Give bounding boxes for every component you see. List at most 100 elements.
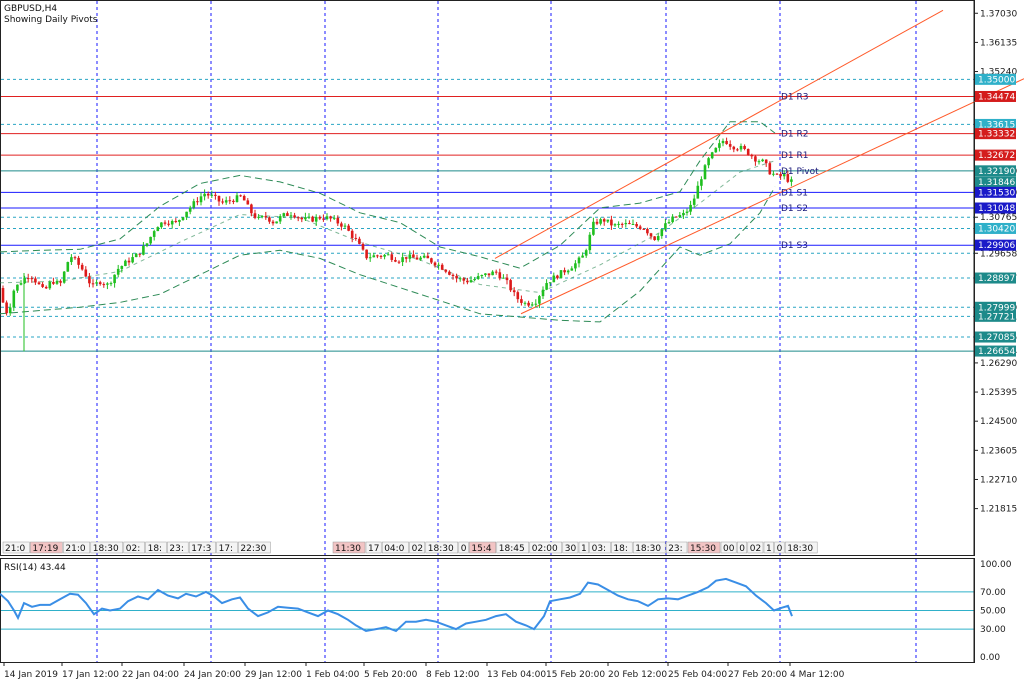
- time-stamp: 18:45: [496, 541, 530, 554]
- candle-body: [350, 230, 354, 238]
- candle-body: [41, 284, 44, 287]
- candle-body: [318, 216, 322, 219]
- time-stamp: 0: [458, 541, 469, 554]
- candle: [426, 252, 430, 259]
- time-stamp: 15:30: [687, 541, 721, 554]
- candle: [656, 233, 660, 242]
- price-tag-label: 1.26654: [978, 347, 1015, 357]
- candle: [743, 144, 746, 151]
- candle-body: [372, 255, 376, 258]
- candle-body: [455, 276, 458, 279]
- candle: [239, 194, 242, 197]
- candle: [692, 194, 696, 209]
- price-tag-label: 1.27085: [978, 333, 1015, 343]
- candle: [221, 198, 224, 205]
- candle-body: [296, 217, 300, 219]
- candle-body: [786, 174, 790, 182]
- candle-body: [210, 194, 214, 196]
- x-tick-label: 27 Feb 20:00: [728, 670, 787, 680]
- price-tag-box: [975, 301, 1016, 313]
- candle: [181, 216, 185, 221]
- candle-body: [476, 276, 480, 279]
- candle: [368, 252, 372, 262]
- candle: [685, 208, 689, 216]
- candle: [156, 226, 160, 232]
- candle-body: [131, 257, 134, 263]
- candle: [487, 273, 491, 278]
- candle-body: [278, 216, 282, 222]
- candle: [484, 273, 487, 277]
- candle-body: [707, 158, 710, 166]
- time-stamp-label: 02:00: [532, 544, 558, 554]
- candle-body: [437, 264, 440, 266]
- candle: [257, 214, 260, 220]
- candle: [188, 205, 192, 215]
- candle: [300, 216, 304, 223]
- time-stamp-box: [611, 541, 633, 554]
- candle-body: [113, 274, 116, 284]
- candle-body: [545, 283, 548, 290]
- candle: [98, 280, 102, 286]
- x-tick-label: 5 Feb 20:00: [364, 670, 418, 680]
- candle-body: [170, 220, 174, 225]
- candle: [779, 172, 782, 180]
- candle: [714, 147, 718, 153]
- time-stamp-label: 11:30: [335, 544, 361, 554]
- candle: [761, 158, 764, 162]
- candle-body: [538, 296, 541, 304]
- candle: [134, 252, 138, 258]
- candle-body: [642, 228, 646, 230]
- candle: [8, 303, 12, 316]
- candle: [217, 195, 221, 206]
- candle: [278, 214, 282, 224]
- candle: [228, 196, 232, 205]
- candle: [736, 147, 739, 152]
- candle: [95, 279, 98, 287]
- candle: [149, 236, 152, 246]
- x-tick-label: 20 Feb 12:00: [608, 670, 667, 680]
- time-stamp-box: [496, 541, 530, 554]
- rsi-tick-label: 0.00: [980, 653, 1000, 663]
- time-stamp: 0: [774, 541, 785, 554]
- candle: [41, 282, 44, 289]
- price-tag-box: [975, 118, 1016, 130]
- candle-body: [16, 284, 19, 291]
- candle: [674, 216, 678, 218]
- candle-body: [520, 299, 523, 303]
- candle: [628, 220, 631, 225]
- candle: [62, 271, 66, 284]
- candle-body: [574, 263, 577, 269]
- time-stamp-box: [458, 541, 469, 554]
- candle-body: [250, 204, 253, 214]
- candle-body: [584, 250, 588, 256]
- candle: [768, 161, 772, 175]
- x-tick-label: 29 Jan 12:00: [245, 670, 302, 680]
- candle-body: [23, 278, 26, 284]
- candle-body: [156, 227, 160, 232]
- candle: [394, 257, 397, 263]
- price-tag-label: 1.32672: [978, 151, 1015, 161]
- candle: [671, 214, 674, 224]
- price-tag: 1.33332: [975, 128, 1016, 140]
- time-stamp: 30: [562, 541, 579, 554]
- time-stamp: 17:3: [188, 541, 216, 554]
- candle-body: [264, 216, 268, 218]
- price-tag-box: [975, 310, 1016, 322]
- candle: [606, 219, 610, 224]
- candle-body: [509, 280, 512, 291]
- candle: [196, 197, 199, 206]
- candle-body: [192, 201, 196, 208]
- candle-body: [696, 185, 700, 199]
- candle: [260, 215, 264, 219]
- time-stamp-box: [63, 541, 91, 554]
- price-tag-box: [975, 186, 1016, 198]
- time-stamp-label: 21:0: [65, 544, 85, 554]
- candle-body: [286, 213, 289, 216]
- candle: [433, 261, 437, 268]
- candle: [790, 176, 793, 187]
- time-stamp-box: [665, 541, 688, 554]
- candle-body: [606, 219, 610, 222]
- price-tag: 1.27085: [975, 331, 1016, 343]
- candle: [584, 248, 588, 258]
- time-stamp-box: [529, 541, 563, 554]
